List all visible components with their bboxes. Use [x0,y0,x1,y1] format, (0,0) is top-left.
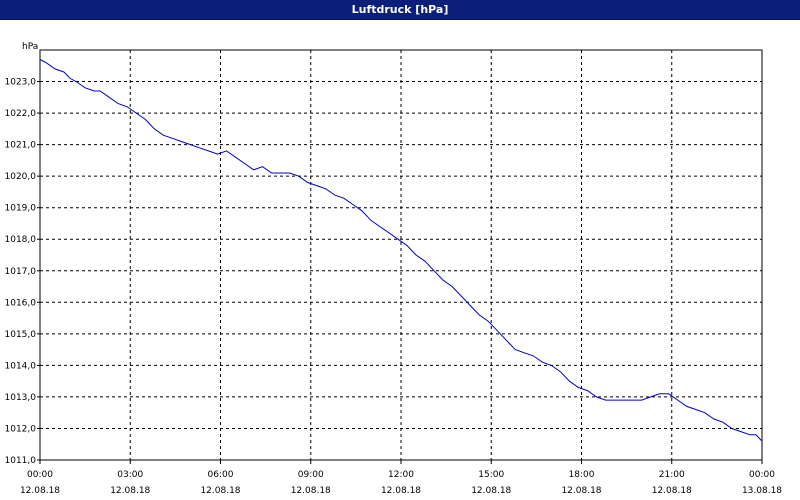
y-axis-unit-label: hPa [22,42,38,52]
x-tick-date-label: 12.08.18 [561,486,601,496]
x-tick-time-label: 21:00 [659,470,685,480]
y-tick-label: 1019,0 [5,204,37,214]
x-tick-time-label: 00:00 [27,470,53,480]
x-tick-date-label: 12.08.18 [652,486,692,496]
x-axis-ticks: 00:00 12.08.18 03:00 12.08.18 06:00 12.08.18 0… [20,460,782,496]
grid [40,50,762,460]
pressure-chart: 1011,0 1012,0 1013,0 1014,0 1015,0 1016,0 1017… [0,20,800,500]
x-tick-date-label: 12.08.18 [110,486,150,496]
y-tick-label: 1011,0 [5,456,37,466]
y-tick-label: 1020,0 [5,172,37,182]
x-tick-time-label: 18:00 [569,470,595,480]
pressure-series-line [39,59,763,442]
y-tick-label: 1023,0 [5,78,37,88]
x-tick-date-label: 12.08.18 [471,486,511,496]
chart-title-bar: Luftdruck [hPa] [0,0,800,20]
chart-title: Luftdruck [hPa] [351,3,449,16]
x-tick-time-label: 09:00 [298,470,324,480]
y-tick-label: 1016,0 [5,298,37,308]
x-tick-date-label: 12.08.18 [200,486,240,496]
plot-background [0,20,800,500]
x-tick-time-label: 12:00 [388,470,414,480]
x-tick-time-label: 03:00 [117,470,143,480]
x-tick-date-label: 12.08.18 [381,486,421,496]
y-tick-label: 1021,0 [5,141,37,151]
y-tick-label: 1012,0 [5,424,37,434]
y-tick-label: 1017,0 [5,267,37,277]
x-tick-time-label: 06:00 [208,470,234,480]
x-tick-date-label: 13.08.18 [742,486,782,496]
y-axis-ticks: 1011,0 1012,0 1013,0 1014,0 1015,0 1016,0 1017… [5,78,40,466]
y-tick-label: 1013,0 [5,393,37,403]
y-tick-label: 1015,0 [5,330,37,340]
x-tick-time-label: 15:00 [478,470,504,480]
x-tick-date-label: 12.08.18 [291,486,331,496]
y-tick-label: 1022,0 [5,109,37,119]
y-tick-label: 1018,0 [5,235,37,245]
x-tick-date-label: 12.08.18 [20,486,60,496]
y-tick-label: 1014,0 [5,361,37,371]
x-tick-time-label: 00:00 [749,470,775,480]
